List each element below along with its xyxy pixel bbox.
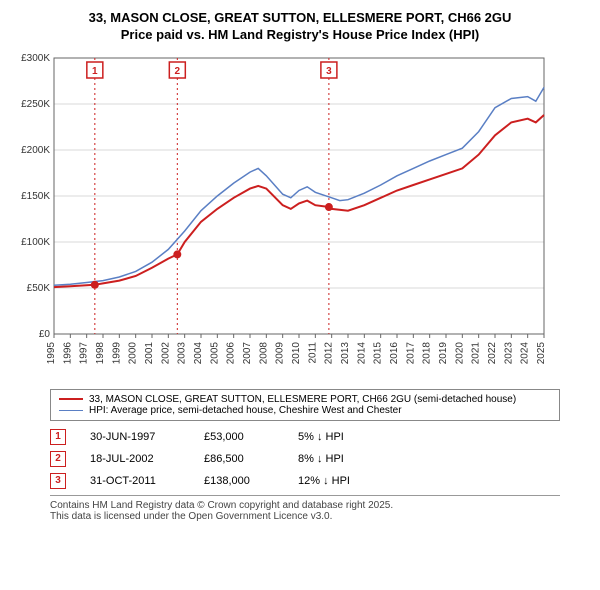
svg-text:2012: 2012 bbox=[324, 341, 335, 364]
legend-row: 33, MASON CLOSE, GREAT SUTTON, ELLESMERE… bbox=[59, 394, 551, 405]
page-subtitle: Price paid vs. HM Land Registry's House … bbox=[10, 27, 590, 42]
svg-text:3: 3 bbox=[326, 66, 332, 77]
event-marker: 3 bbox=[50, 473, 66, 489]
svg-text:2025: 2025 bbox=[536, 341, 547, 364]
chart-svg: £0 £50K £100K £150K £200K £250K £300K 1995 1996 1… bbox=[10, 48, 550, 378]
legend-row: HPI: Average price, semi-detached house,… bbox=[59, 405, 551, 416]
svg-text:2: 2 bbox=[175, 66, 181, 77]
svg-text:2015: 2015 bbox=[373, 341, 384, 364]
event-diff: 8% ↓ HPI bbox=[298, 453, 388, 465]
svg-text:2003: 2003 bbox=[177, 341, 188, 364]
svg-text:2001: 2001 bbox=[144, 341, 155, 364]
svg-text:2024: 2024 bbox=[520, 341, 531, 364]
svg-text:2006: 2006 bbox=[226, 341, 237, 364]
footnote-line: Contains HM Land Registry data © Crown c… bbox=[50, 500, 560, 511]
svg-text:2011: 2011 bbox=[307, 341, 318, 363]
svg-text:2007: 2007 bbox=[242, 341, 253, 364]
event-row: 3 31-OCT-2011 £138,000 12% ↓ HPI bbox=[50, 473, 590, 489]
event-price: £86,500 bbox=[204, 453, 274, 465]
svg-text:2016: 2016 bbox=[389, 341, 400, 364]
svg-text:1998: 1998 bbox=[95, 341, 106, 364]
event-price: £53,000 bbox=[204, 431, 274, 443]
svg-text:1: 1 bbox=[92, 66, 98, 77]
event-diff: 5% ↓ HPI bbox=[298, 431, 388, 443]
svg-text:£250K: £250K bbox=[21, 99, 50, 110]
footnote-line: This data is licensed under the Open Gov… bbox=[50, 511, 560, 522]
svg-text:2020: 2020 bbox=[454, 341, 465, 364]
svg-text:2000: 2000 bbox=[128, 341, 139, 364]
event-date: 31-OCT-2011 bbox=[90, 475, 180, 487]
event-row: 2 18-JUL-2002 £86,500 8% ↓ HPI bbox=[50, 451, 590, 467]
svg-text:£0: £0 bbox=[39, 329, 51, 340]
svg-text:£200K: £200K bbox=[21, 145, 50, 156]
event-date: 18-JUL-2002 bbox=[90, 453, 180, 465]
svg-text:2002: 2002 bbox=[160, 341, 171, 364]
legend-swatch bbox=[59, 398, 83, 400]
legend-label: 33, MASON CLOSE, GREAT SUTTON, ELLESMERE… bbox=[89, 394, 516, 405]
footnote: Contains HM Land Registry data © Crown c… bbox=[50, 495, 560, 522]
svg-text:2005: 2005 bbox=[209, 341, 220, 364]
event-price: £138,000 bbox=[204, 475, 274, 487]
svg-text:2019: 2019 bbox=[438, 341, 449, 364]
svg-text:£150K: £150K bbox=[21, 191, 50, 202]
svg-text:£100K: £100K bbox=[21, 237, 50, 248]
svg-text:2021: 2021 bbox=[471, 341, 482, 364]
legend: 33, MASON CLOSE, GREAT SUTTON, ELLESMERE… bbox=[50, 389, 560, 421]
event-diff: 12% ↓ HPI bbox=[298, 475, 388, 487]
svg-text:2023: 2023 bbox=[503, 341, 514, 364]
svg-text:2022: 2022 bbox=[487, 341, 498, 364]
svg-text:2014: 2014 bbox=[356, 341, 367, 364]
event-date: 30-JUN-1997 bbox=[90, 431, 180, 443]
svg-text:1996: 1996 bbox=[62, 341, 73, 364]
svg-text:£50K: £50K bbox=[27, 283, 51, 294]
svg-text:2008: 2008 bbox=[258, 341, 269, 364]
svg-text:2017: 2017 bbox=[405, 341, 416, 364]
event-marker: 1 bbox=[50, 429, 66, 445]
event-table: 1 30-JUN-1997 £53,000 5% ↓ HPI 2 18-JUL-2002 £… bbox=[50, 429, 590, 489]
legend-swatch bbox=[59, 410, 83, 411]
event-row: 1 30-JUN-1997 £53,000 5% ↓ HPI bbox=[50, 429, 590, 445]
svg-text:2013: 2013 bbox=[340, 341, 351, 364]
svg-text:2010: 2010 bbox=[291, 341, 302, 364]
page-title: 33, MASON CLOSE, GREAT SUTTON, ELLESMERE… bbox=[10, 10, 590, 27]
legend-label: HPI: Average price, semi-detached house,… bbox=[89, 405, 402, 416]
svg-text:£300K: £300K bbox=[21, 53, 50, 64]
svg-text:1995: 1995 bbox=[46, 341, 57, 364]
price-chart: £0 £50K £100K £150K £200K £250K £300K 1995 1996 1… bbox=[10, 48, 590, 383]
svg-text:2018: 2018 bbox=[422, 341, 433, 364]
svg-text:1999: 1999 bbox=[111, 341, 122, 364]
event-marker: 2 bbox=[50, 451, 66, 467]
svg-text:2004: 2004 bbox=[193, 341, 204, 364]
svg-text:1997: 1997 bbox=[79, 341, 90, 364]
svg-text:2009: 2009 bbox=[275, 341, 286, 364]
